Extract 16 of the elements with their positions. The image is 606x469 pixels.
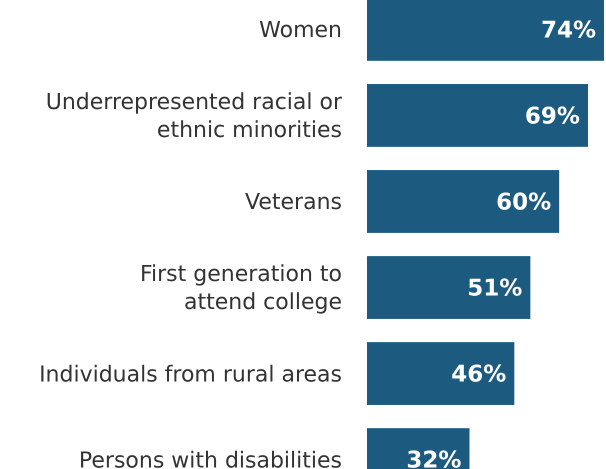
y-tick-label: First generation to attend college [140,262,342,316]
data-label: 74% [540,17,596,44]
y-tick-label: Veterans [245,190,342,216]
data-label: 32% [406,448,462,469]
y-tick-label: Persons with disabilities [78,448,342,469]
bar [367,256,530,319]
bar [367,84,588,147]
bar [367,342,514,405]
data-label: 60% [496,190,552,216]
data-label: 69% [524,103,580,130]
y-tick-label: Individuals from rural areas [39,362,342,388]
y-tick-label: Underrepresented racial or ethnic minorities [46,90,343,144]
data-label: 46% [451,362,506,388]
data-label: 51% [467,276,522,302]
bar [367,170,560,233]
y-tick-label: Women [259,18,342,44]
